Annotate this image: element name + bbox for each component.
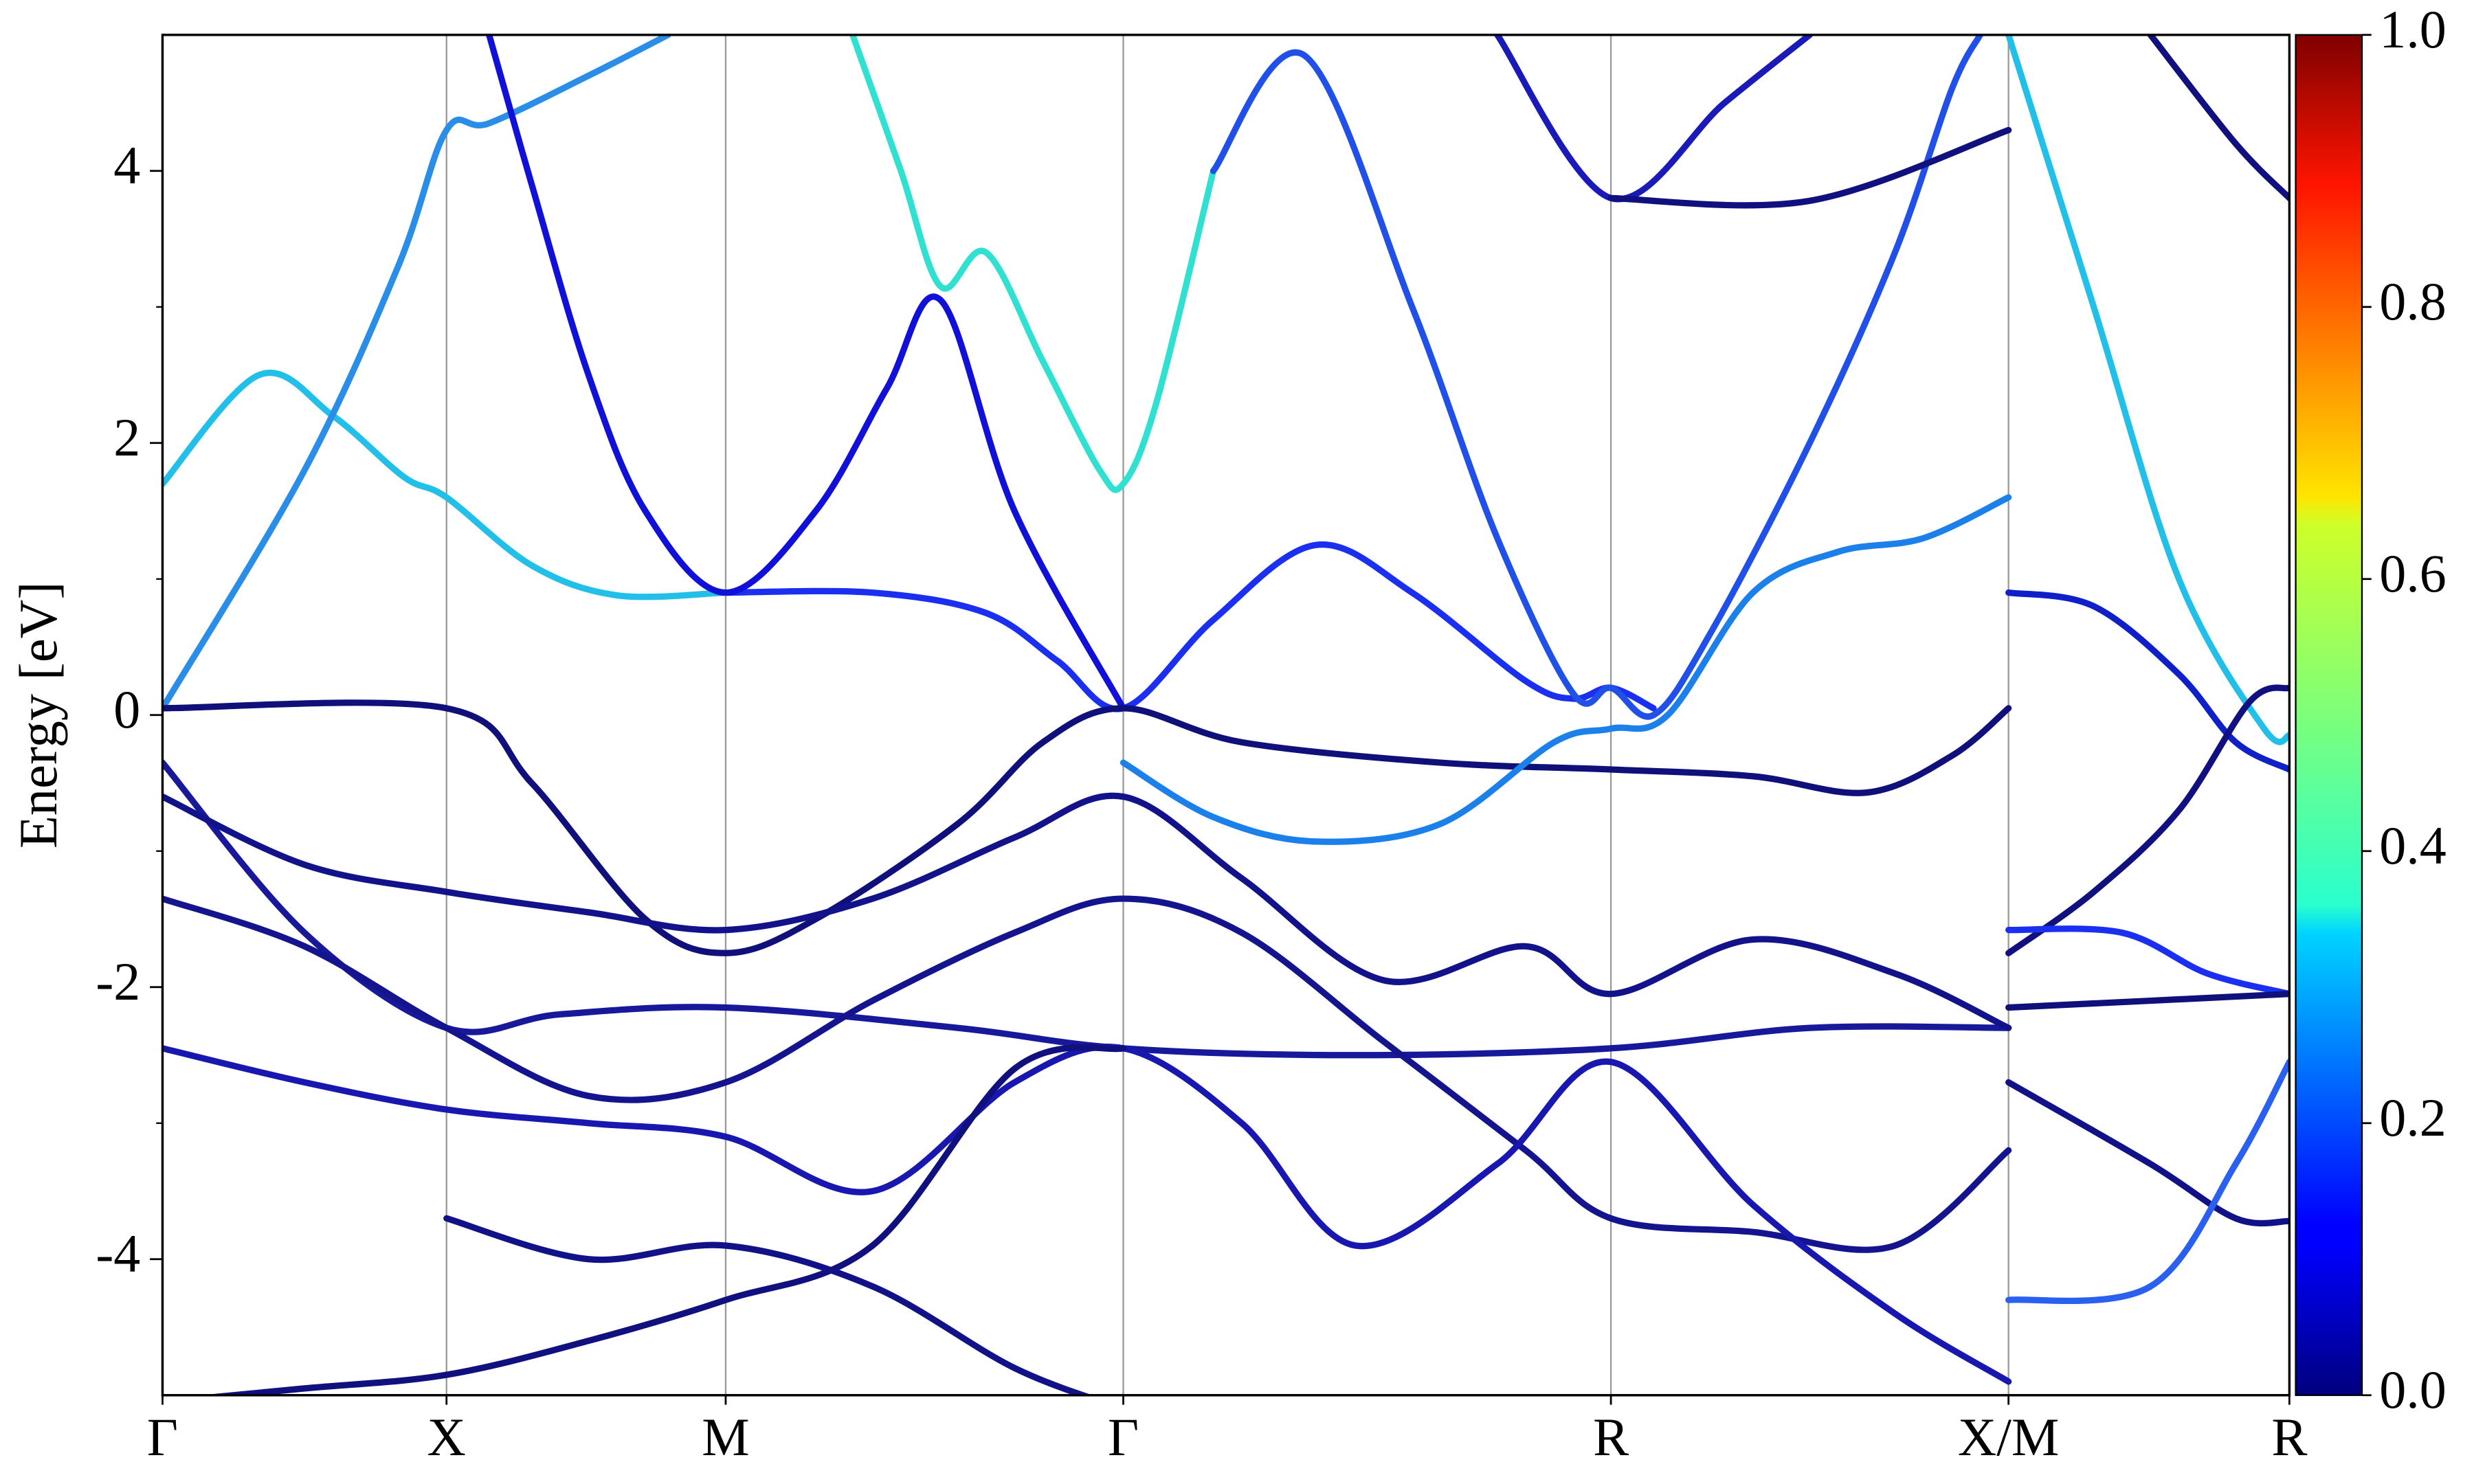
x-tick-label: X: [427, 1407, 466, 1467]
band-line: [162, 1044, 2012, 1385]
band-line: [1607, 126, 2012, 209]
band-line: [443, 1215, 1093, 1395]
band-line: [1119, 494, 2012, 845]
y-axis-label: Energy [eV]: [8, 582, 68, 848]
axes: Γ X M Γ R X/M R -4 -2 0 2 4: [96, 135, 2308, 1467]
band-line: [849, 34, 1217, 493]
band-line: [1494, 34, 1813, 203]
y-tick-label: -4: [96, 1224, 140, 1283]
x-tick-label: Γ: [1108, 1407, 1139, 1467]
band-line: [2005, 991, 2290, 1011]
colorbar-tick-label: 0.2: [2379, 1088, 2447, 1147]
colorbar-tick-label: 1.0: [2379, 0, 2447, 59]
band-line: [162, 370, 729, 600]
colorbar-axis: 0.0 0.2 0.4 0.6 0.8 1.0: [2361, 0, 2447, 1419]
band-line: [2147, 34, 2290, 201]
x-tick-label: R: [1593, 1407, 1629, 1467]
bands: [162, 34, 2290, 1395]
band-line: [162, 34, 671, 712]
band-line: [162, 895, 2012, 1253]
x-tick-label: M: [702, 1407, 749, 1467]
band-line: [2005, 684, 2290, 956]
band-line: [486, 34, 1127, 712]
band-line: [2005, 589, 2290, 773]
colorbar-tick-label: 0.4: [2379, 816, 2447, 875]
band-line: [2005, 1079, 2290, 1227]
band-line: [2005, 34, 2290, 745]
band-line: [2005, 1059, 2290, 1305]
colorbar-tick-label: 0.6: [2379, 543, 2447, 603]
band-line: [200, 1044, 1127, 1395]
band-line: [722, 541, 1657, 712]
x-tick-label: R: [2271, 1407, 2308, 1467]
y-tick-label: -2: [96, 952, 140, 1011]
band-line: [162, 699, 2012, 956]
y-tick-label: 4: [113, 135, 140, 195]
colorbar: [2295, 34, 2363, 1396]
band-line: [2005, 925, 2290, 998]
x-tick-label: X/M: [1958, 1407, 2059, 1467]
colorbar-tick-label: 0.0: [2379, 1360, 2447, 1419]
band-line: [162, 759, 2012, 1059]
x-tick-label: Γ: [147, 1407, 178, 1467]
band-line: [1210, 34, 1983, 720]
band-line: [162, 792, 2012, 1031]
colorbar-tick-label: 0.8: [2379, 271, 2447, 331]
y-tick-label: 0: [113, 679, 140, 739]
y-tick-label: 2: [113, 407, 140, 467]
